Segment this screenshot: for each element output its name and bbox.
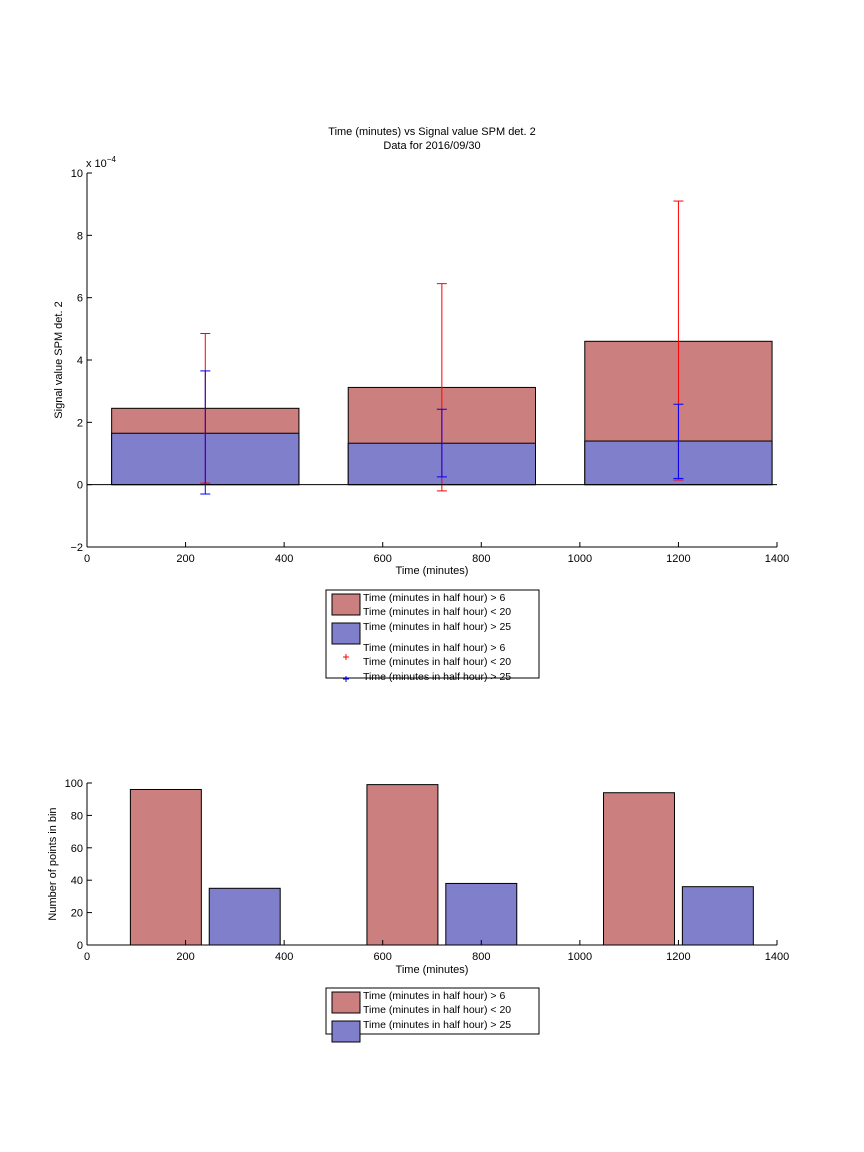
y-tick-label: 100 (65, 778, 83, 790)
x-axis-label: Time (minutes) (396, 964, 469, 976)
count-legend: Time (minutes in half hour) > 6 Time (min… (325, 987, 540, 1043)
y-tick-label: −2 (70, 542, 83, 554)
legend-label: Time (minutes in half hour) > 6 (363, 592, 505, 604)
legend-box (325, 987, 540, 1035)
bar-series-1 (603, 792, 675, 946)
x-tick-label: 400 (275, 553, 293, 565)
y-tick-label: 0 (77, 480, 83, 492)
legend-box (325, 589, 540, 679)
x-tick-label: 1400 (765, 951, 789, 963)
legend-label: Time (minutes in half hour) < 20 (363, 1004, 511, 1016)
y-axis-label: Signal value SPM det. 2 (53, 301, 65, 418)
x-tick-label: 600 (374, 951, 392, 963)
legend-label: Time (minutes in half hour) < 20 (363, 656, 511, 668)
legend-label: Time (minutes in half hour) > 25 (363, 1019, 511, 1031)
y-axis-label: Number of points in bin (47, 807, 59, 920)
count-bars (129, 784, 754, 946)
x-tick-label: 1200 (666, 951, 690, 963)
bar-series-2 (208, 887, 281, 946)
x-tick-label: 800 (472, 553, 490, 565)
x-tick-label: 600 (374, 553, 392, 565)
x-tick-label: 1000 (568, 951, 592, 963)
chart-subtitle: Data for 2016/09/30 (383, 140, 480, 152)
bar-series-1 (366, 784, 439, 946)
chart-title: Time (minutes) vs Signal value SPM det. … (328, 126, 535, 138)
y-tick-label: 20 (71, 908, 83, 920)
x-tick-label: 200 (176, 951, 194, 963)
y-tick-label: 60 (71, 843, 83, 855)
count-axes: 0 200 400 600 800 1000 1200 1400 0 20 40 60 80 100 (65, 778, 790, 963)
y-tick-label: 40 (71, 875, 83, 887)
x-tick-label: 1200 (666, 553, 690, 565)
y-exponent-label: x 10−4 (86, 155, 116, 170)
legend-label: Time (minutes in half hour) > 6 (363, 642, 505, 654)
legend-label: Time (minutes in half hour) > 25 (363, 621, 511, 633)
y-tick-label: 80 (71, 810, 83, 822)
legend-label: Time (minutes in half hour) < 20 (363, 606, 511, 618)
bar-series-1 (129, 788, 202, 946)
y-tick-label: 4 (77, 355, 83, 367)
x-tick-label: 0 (84, 951, 90, 963)
legend-swatch (331, 622, 361, 645)
y-tick-label: 2 (77, 417, 83, 429)
x-axis-label: Time (minutes) (396, 565, 469, 577)
legend-swatch (331, 991, 361, 1014)
x-tick-label: 200 (176, 553, 194, 565)
x-tick-label: 1000 (568, 553, 592, 565)
bar-series-2 (681, 886, 754, 946)
y-tick-label: 8 (77, 230, 83, 242)
x-tick-label: 0 (84, 553, 90, 565)
legend-label: Time (minutes in half hour) > 6 (363, 990, 505, 1002)
legend-swatch (331, 593, 361, 616)
x-tick-label: 400 (275, 951, 293, 963)
y-tick-label: 0 (77, 940, 83, 952)
x-tick-label: 800 (472, 951, 490, 963)
legend-swatch (331, 1020, 361, 1043)
count-chart: 0 200 400 600 800 1000 1200 1400 0 20 40 60 80 100 Ti… (47, 778, 790, 1043)
legend-label: Time (minutes in half hour) > 25 (363, 671, 511, 683)
signal-chart: Time (minutes) vs Signal value SPM det. … (53, 126, 789, 683)
signal-errorbars (200, 200, 684, 495)
signal-legend: Time (minutes in half hour) > 6 Time (min… (325, 589, 540, 683)
x-tick-label: 1400 (765, 553, 789, 565)
y-tick-label: 6 (77, 293, 83, 305)
y-tick-label: 10 (71, 168, 83, 180)
bar-series-2 (445, 882, 518, 946)
